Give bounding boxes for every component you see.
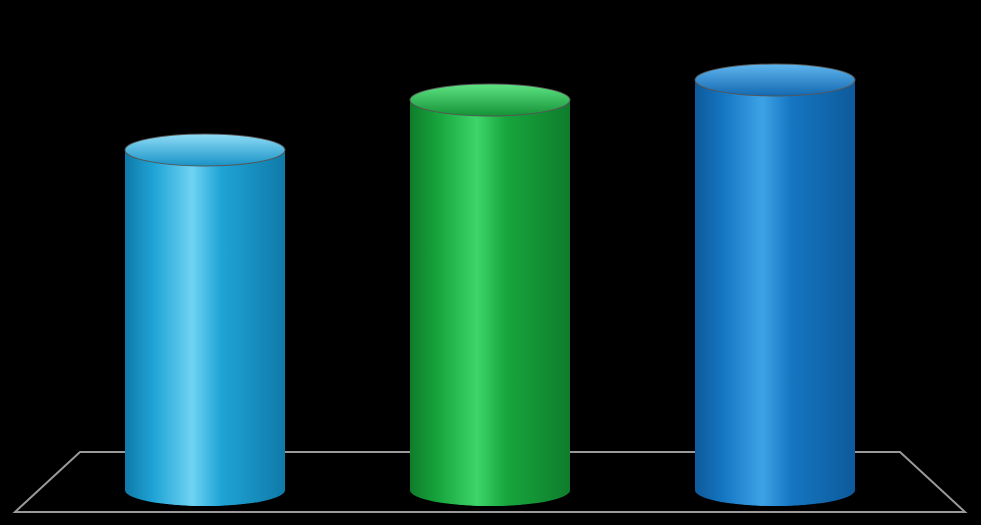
- bar-3-body: [695, 64, 855, 506]
- bar-3-top: [695, 64, 855, 96]
- bar-1-base: [125, 474, 285, 506]
- bar-1-body: [125, 134, 285, 506]
- bar-2-base: [410, 474, 570, 506]
- bar-1: [125, 134, 285, 506]
- bar-3: [695, 64, 855, 506]
- bar-1-top: [125, 134, 285, 166]
- bar-2: [410, 84, 570, 506]
- bar-2-top: [410, 84, 570, 116]
- cylinder-bar-chart: [0, 0, 981, 525]
- chart-stage: [0, 0, 981, 525]
- bar-2-body: [410, 84, 570, 506]
- bar-3-base: [695, 474, 855, 506]
